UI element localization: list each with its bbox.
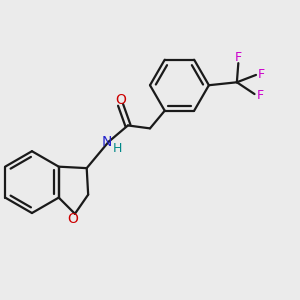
Text: O: O [67, 212, 78, 226]
Text: H: H [112, 142, 122, 155]
Text: F: F [256, 89, 263, 102]
Text: O: O [115, 92, 126, 106]
Text: F: F [258, 68, 265, 81]
Text: N: N [102, 135, 112, 148]
Text: F: F [235, 51, 242, 64]
